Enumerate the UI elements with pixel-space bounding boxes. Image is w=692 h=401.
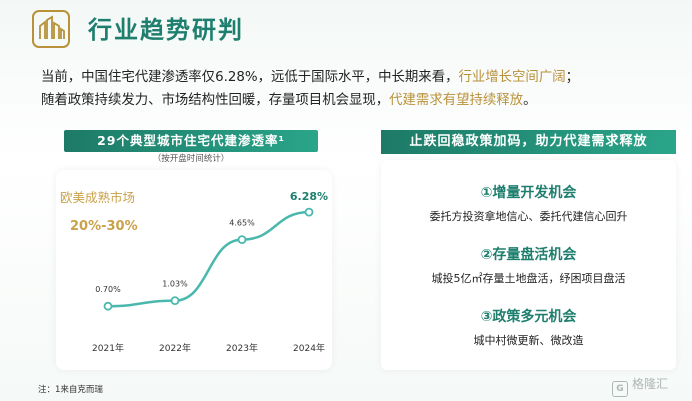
chart-banner: 29个典型城市住宅代建渗透率¹ [64,130,318,152]
opportunity-3-desc: 城中村微更新、微改造 [473,334,584,347]
page-title: 行业趋势研判 [88,16,244,44]
footnote: 注：1来自克而瑞 [38,385,103,395]
chart-subtitle: （按开盘时间统计） [152,154,230,164]
intro-line-1-end: ； [565,70,579,85]
watermark-logo-icon: G [612,381,628,397]
intro-line-1-highlight: 行业增长空间广阔 [458,70,566,85]
intro-text: 当前，中国住宅代建渗透率仅6.28%，远低于国际水平，中长期来看，行业增长空间广… [41,66,661,112]
policy-banner: 止跌回稳政策加码，助力代建需求释放 [381,130,676,154]
reference-market-label: 欧美成熟市场 [60,190,135,205]
data-label-3: 4.65% [229,219,255,228]
opportunity-1-desc: 委托方投资拿地信心、委托代建信心回升 [429,210,628,223]
watermark-text: 格隆汇 [632,377,669,391]
building-logo-icon [32,10,70,48]
penetration-line-chart: 欧美成熟市场 20%-30% 0.70% 2021年 1.03% 2022年 4.65% 20… [60,190,328,354]
data-point-3 [237,235,247,245]
penetration-series-line [107,210,310,308]
data-point-2 [170,296,180,306]
intro-line-2-end: 。 [523,93,537,108]
header: 行业趋势研判 [0,0,692,58]
x-tick-label-1: 2021年 [92,342,124,354]
penetration-chart-panel: 29个典型城市住宅代建渗透率¹ （按开盘时间统计） 欧美成熟市场 20%-30% 0… [40,130,332,370]
intro-line-2-text: 随着政策持续发力、市场结构性回暖，存量项目机会显现， [41,93,390,108]
x-tick-label-2: 2022年 [159,342,191,354]
opportunity-2-desc: 城投5亿㎡存量土地盘活，纾困项目盘活 [431,272,626,285]
chart-card: 欧美成熟市场 20%-30% 0.70% 2021年 1.03% 2022年 4.65% 20… [56,170,332,370]
intro-line-2: 随着政策持续发力、市场结构性回暖，存量项目机会显现，代建需求有望持续释放。 [41,89,661,112]
data-point-1 [103,301,113,311]
intro-line-1: 当前，中国住宅代建渗透率仅6.28%，远低于国际水平，中长期来看，行业增长空间广… [41,66,661,89]
data-label-4: 6.28% [290,190,328,203]
x-tick-label-4: 2024年 [293,342,325,354]
opportunity-card: ①增量开发机会 委托方投资拿地信心、委托代建信心回升 ②存量盘活机会 城投5亿㎡… [381,160,676,370]
x-tick-label-3: 2023年 [226,342,258,354]
data-label-2: 1.03% [162,280,188,289]
data-point-4 [304,207,314,217]
intro-line-2-highlight: 代建需求有望持续释放 [389,93,524,108]
watermark: G 格隆汇 [612,374,682,397]
policy-panel: 止跌回稳政策加码，助力代建需求释放 ①增量开发机会 委托方投资拿地信心、委托代建… [381,130,676,370]
intro-line-1-text: 当前，中国住宅代建渗透率仅6.28%，远低于国际水平，中长期来看， [41,70,459,85]
reference-market-value: 20%-30% [70,219,138,234]
opportunity-2-title: ②存量盘活机会 [480,247,577,263]
opportunity-3-title: ③政策多元机会 [480,309,577,325]
opportunity-1-title: ①增量开发机会 [480,185,577,201]
data-label-1: 0.70% [95,285,121,294]
